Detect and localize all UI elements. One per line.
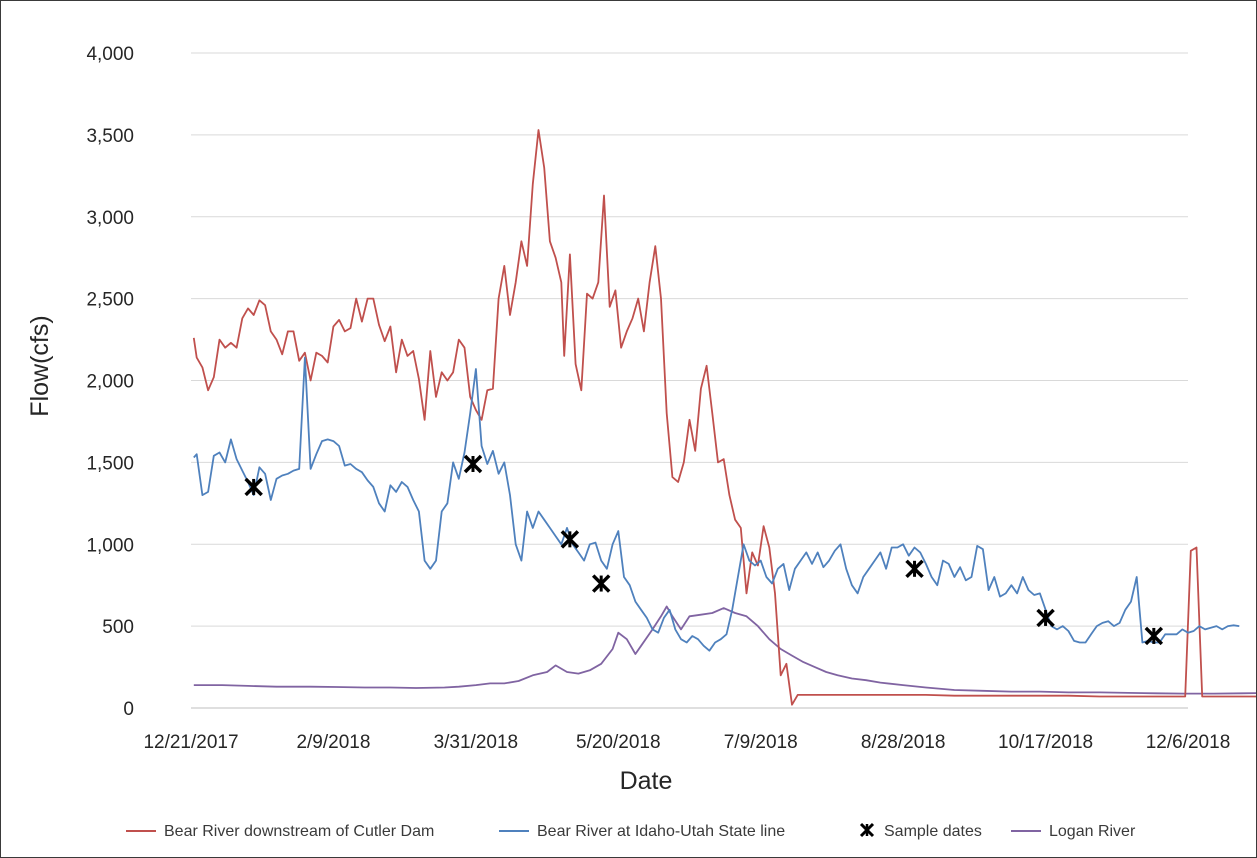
series-line-bear-river-downstream-of-cutler-dam bbox=[192, 129, 1256, 706]
sample-date-marker bbox=[1036, 608, 1055, 628]
sample-date-marker bbox=[560, 530, 580, 549]
y-tick-labels: 0 500 1,000 1,500 2,000 2,500 3,000 3,500 4,000 bbox=[86, 44, 134, 720]
sample-date-marker bbox=[463, 454, 483, 474]
legend-marker bbox=[859, 822, 875, 838]
legend-entry: Logan River bbox=[1011, 823, 1136, 840]
x-tick-label: 3/31/2018 bbox=[434, 732, 519, 753]
y-tick-label: 2,500 bbox=[86, 290, 134, 311]
x-tick-label: 12/21/2017 bbox=[143, 732, 238, 753]
sample-date-marker bbox=[591, 574, 611, 593]
legend-entry: Bear River at Idaho-Utah State line bbox=[499, 823, 785, 840]
y-tick-label: 3,000 bbox=[86, 208, 134, 229]
legend-label: Sample dates bbox=[884, 823, 982, 840]
y-tick-label: 2,000 bbox=[86, 372, 134, 393]
legend-label: Logan River bbox=[1049, 823, 1136, 840]
y-tick-label: 0 bbox=[123, 699, 134, 720]
x-tick-label: 5/20/2018 bbox=[576, 732, 661, 753]
x-tick-label: 8/28/2018 bbox=[861, 732, 946, 753]
x-tick-label: 2/9/2018 bbox=[296, 732, 370, 753]
sample-date-marker bbox=[244, 477, 263, 497]
y-tick-label: 4,000 bbox=[86, 44, 134, 65]
y-tick-label: 1,500 bbox=[86, 453, 134, 474]
legend: Bear River downstream of Cutler Dam Bear … bbox=[126, 822, 1136, 840]
legend-entry: Sample dates bbox=[859, 822, 982, 840]
series-line-logan-river bbox=[193, 605, 1256, 695]
series-line-bear-river-at-idaho-utah-state-line bbox=[193, 356, 1240, 652]
legend-entry: Bear River downstream of Cutler Dam bbox=[126, 823, 434, 840]
x-tick-label: 7/9/2018 bbox=[724, 732, 798, 753]
y-tick-label: 3,500 bbox=[86, 126, 134, 147]
legend-label: Bear River at Idaho-Utah State line bbox=[537, 823, 785, 840]
sample-date-marker bbox=[1144, 626, 1164, 646]
x-axis-title: Date bbox=[620, 767, 673, 795]
x-tick-labels: 12/21/2017 2/9/2018 3/31/2018 5/20/2018 7/9/… bbox=[143, 732, 1230, 753]
sample-date-marker bbox=[905, 559, 924, 579]
x-tick-label: 10/17/2018 bbox=[998, 732, 1093, 753]
x-tick-label: 12/6/2018 bbox=[1146, 732, 1231, 753]
y-axis-title: Flow(cfs) bbox=[26, 315, 54, 416]
y-tick-label: 1,000 bbox=[86, 535, 134, 556]
legend-label: Bear River downstream of Cutler Dam bbox=[164, 823, 434, 840]
series-layer bbox=[192, 129, 1256, 706]
y-tick-label: 500 bbox=[102, 617, 134, 638]
gridlines bbox=[191, 52, 1188, 709]
